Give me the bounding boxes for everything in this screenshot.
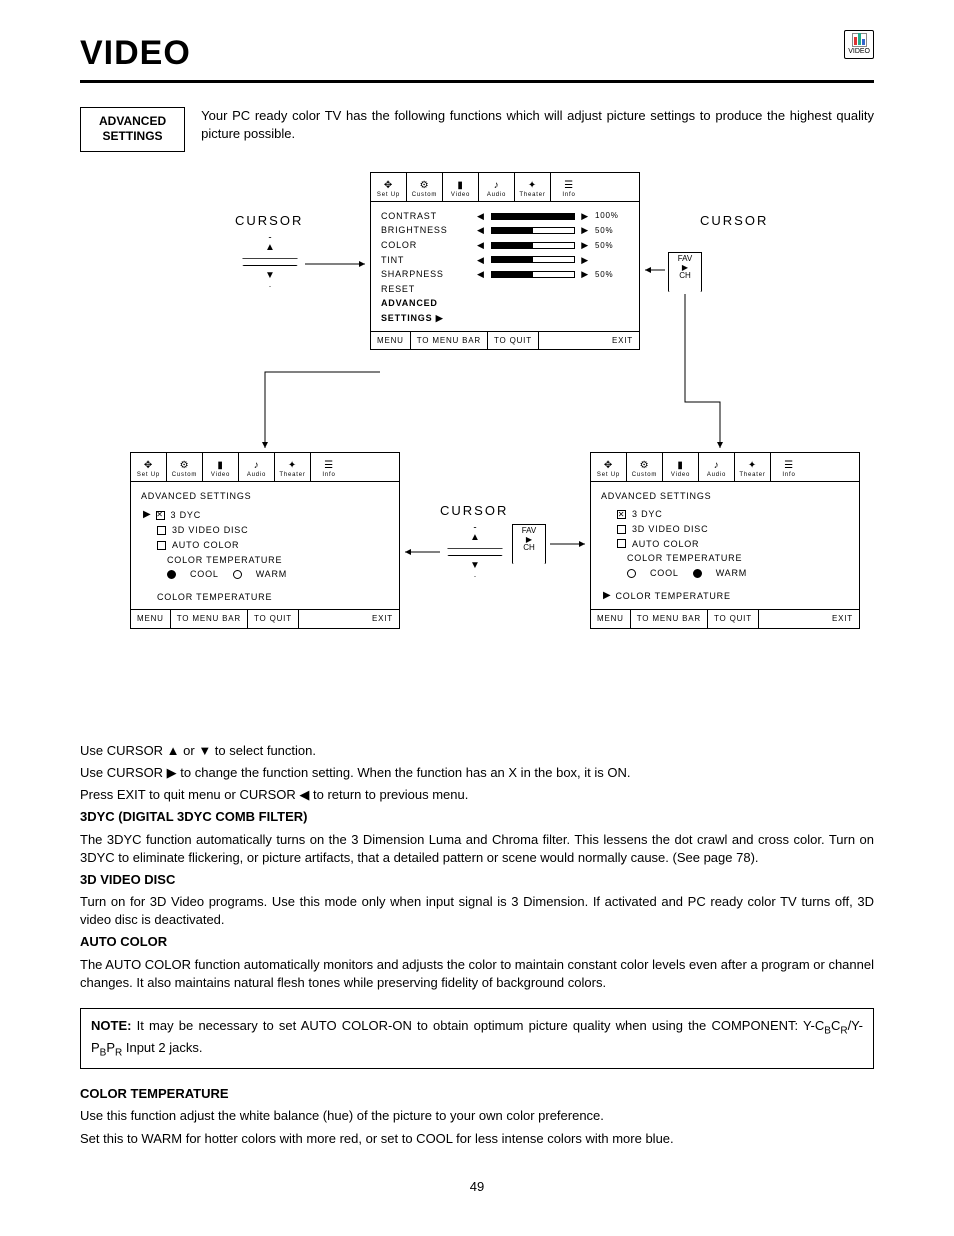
note-box: NOTE: It may be necessary to set AUTO CO… (80, 1008, 874, 1069)
menu-tab-custom: ⚙Custom (167, 453, 203, 481)
cursor-label: CURSOR (700, 212, 768, 230)
menu-tab-info: ☰Info (551, 173, 587, 201)
menu-tab-info: ☰Info (771, 453, 807, 481)
adv-item-3d-video-disc: 3D VIDEO DISC (617, 523, 849, 536)
intro-text: Your PC ready color TV has the following… (201, 107, 874, 143)
cursor-up-down-icon: ▲ ▼ (445, 522, 505, 582)
section-3dyc-heading: 3DYC (DIGITAL 3DYC COMB FILTER) (80, 808, 874, 826)
setting-contrast: CONTRAST◀▶100% (381, 210, 629, 223)
menu-tab-theater: ✦Theater (275, 453, 311, 481)
menu-tab-theater: ✦Theater (515, 173, 551, 201)
menu-diagram: ✥Set Up⚙Custom▮Video♪Audio✦Theater☰Info … (80, 172, 874, 732)
video-header-icon: VIDEO (844, 30, 874, 59)
adv-item-3d-video-disc: 3D VIDEO DISC (157, 524, 389, 537)
cursor-label: CURSOR (440, 502, 508, 520)
menu-tab-audio: ♪Audio (699, 453, 735, 481)
menu-tab-video: ▮Video (663, 453, 699, 481)
section-autocolor-heading: AUTO COLOR (80, 933, 874, 951)
adv-item-auto-color: AUTO COLOR (617, 538, 849, 551)
setting-sharpness: SHARPNESS◀▶50% (381, 268, 629, 281)
section-colortemp-heading: COLOR TEMPERATURE (80, 1085, 874, 1103)
cursor-up-down-icon: ▲ ▼ (240, 232, 300, 292)
menu-tab-video: ▮Video (443, 173, 479, 201)
section-3dvideo-heading: 3D VIDEO DISC (80, 871, 874, 889)
radio-warm (233, 570, 242, 579)
menu-tab-custom: ⚙Custom (627, 453, 663, 481)
instructions: Use CURSOR ▲ or ▼ to select function. Us… (80, 742, 874, 992)
menu-tab-set-up: ✥Set Up (591, 453, 627, 481)
adv-item-3-dyc: ✕3 DYC (617, 508, 849, 521)
fav-ch-icon: FAV▶CH (512, 524, 546, 564)
setting-brightness: BRIGHTNESS◀▶50% (381, 224, 629, 237)
menu-tab-info: ☰Info (311, 453, 347, 481)
menu-tab-audio: ♪Audio (239, 453, 275, 481)
cursor-label: CURSOR (235, 212, 303, 230)
page-title: VIDEO (80, 30, 191, 78)
menu-tab-audio: ♪Audio (479, 173, 515, 201)
menu-tab-video: ▮Video (203, 453, 239, 481)
setting-color: COLOR◀▶50% (381, 239, 629, 252)
menu-tab-set-up: ✥Set Up (371, 173, 407, 201)
menu-tab-theater: ✦Theater (735, 453, 771, 481)
menu-tab-set-up: ✥Set Up (131, 453, 167, 481)
advanced-settings-heading-box: ADVANCED SETTINGS (80, 107, 185, 152)
menu-tab-custom: ⚙Custom (407, 173, 443, 201)
setting-tint: TINT◀▶ (381, 254, 629, 267)
fav-ch-icon: FAV▶CH (668, 252, 702, 292)
radio-warm (693, 569, 702, 578)
page-number: 49 (80, 1178, 874, 1196)
adv-item-auto-color: AUTO COLOR (157, 539, 389, 552)
adv-item-3-dyc: ▶✕3 DYC (157, 508, 389, 522)
radio-cool (167, 570, 176, 579)
radio-cool (627, 569, 636, 578)
